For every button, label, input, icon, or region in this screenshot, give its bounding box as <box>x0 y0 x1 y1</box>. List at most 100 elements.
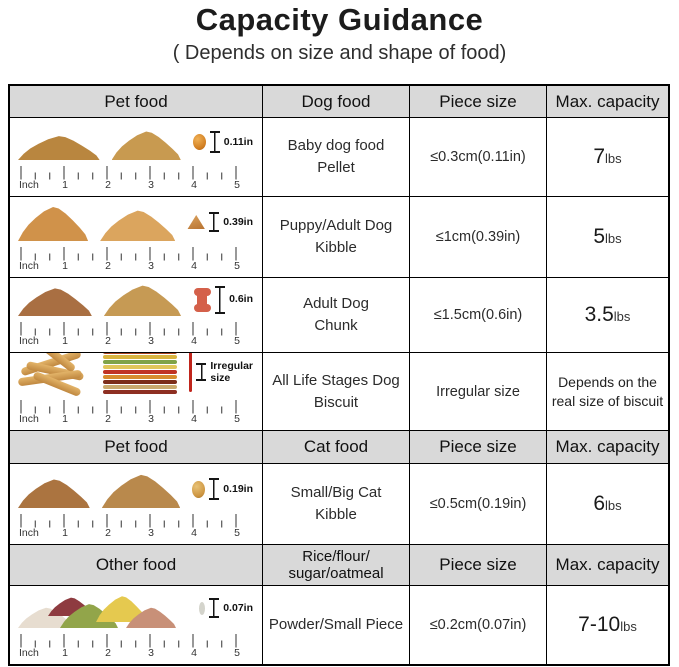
ruler-unit-label: Inch <box>19 260 39 272</box>
inch-ruler: Inch 1 2 3 4 5 <box>16 632 246 662</box>
size-measure-icon <box>209 212 220 232</box>
table-row: 0.6in Inch 1 2 3 4 5 <box>10 277 668 352</box>
header-label: Piece size <box>439 91 517 111</box>
table-header-other-food: Other food Rice/flour/ sugar/oatmeal Pie… <box>10 544 668 585</box>
ruler-unit-label: Inch <box>19 335 39 347</box>
inch-ruler: Inch 1 2 3 4 5 <box>16 164 246 194</box>
bone-piece-icon <box>193 287 211 312</box>
max-capacity-cell: 7 lbs <box>546 118 668 196</box>
table-row: 0.19in Inch 1 2 3 4 5 <box>10 463 668 544</box>
biscuit-images: Irregular size <box>16 353 257 398</box>
kibble-pile-image <box>18 479 90 508</box>
irregular-stick-icon <box>189 353 193 392</box>
kibble-piles-image: 0.19in <box>16 468 257 512</box>
kibble-piece-icon <box>192 480 206 498</box>
table-header-cat-food: Pet food Cat food Piece size Max. capaci… <box>10 430 668 463</box>
size-measure-icon <box>209 598 220 618</box>
treat-stick-stack-image <box>102 353 178 394</box>
header-piece-size: Piece size <box>409 545 546 585</box>
food-name-cell: Adult Dog Chunk <box>262 278 409 352</box>
page-subtitle: ( Depends on size and shape of food) <box>172 42 507 64</box>
pellet-piece-icon <box>192 134 206 150</box>
header-max-capacity: Max. capacity <box>546 545 668 585</box>
kibble-pile-image <box>18 136 100 160</box>
kibble-piles-image: 0.39in <box>16 201 257 245</box>
ruler-ticks-icon <box>20 322 237 336</box>
size-measure-icon <box>196 363 207 381</box>
table-header-dog-food: Pet food Dog food Piece size Max. capaci… <box>10 86 668 117</box>
header-piece-size: Piece size <box>409 431 546 463</box>
table-row: Irregular size Inch 1 2 3 4 5 <box>10 352 668 430</box>
header-label: Max. capacity <box>555 91 660 111</box>
ruler-ticks-icon <box>20 400 237 414</box>
food-name-cell: Baby dog food Pellet <box>262 118 409 196</box>
max-capacity-cell: 5 lbs <box>546 197 668 277</box>
size-measure-label: 0.6in <box>229 293 253 306</box>
size-measure-icon <box>209 131 220 153</box>
food-image-cell: 0.07in Inch 1 2 3 4 5 <box>10 586 262 664</box>
header-label: Dog food <box>301 91 371 111</box>
piece-size-cell: Irregular size <box>409 353 546 430</box>
ruler-ticks-icon <box>20 514 237 528</box>
sample-piece-group: 0.39in <box>187 212 253 232</box>
piece-size-cell: ≤1.5cm(0.6in) <box>409 278 546 352</box>
ruler-unit-label: Inch <box>19 413 39 425</box>
piece-size-cell: ≤0.5cm(0.19in) <box>409 464 546 544</box>
size-measure-label: 0.11in <box>223 135 253 148</box>
ruler-unit-label: Inch <box>19 179 39 191</box>
size-measure-label: 0.07in <box>223 601 253 614</box>
header-piece-size: Piece size <box>409 86 546 117</box>
header-other-food: Other food <box>10 545 262 585</box>
table-row: 0.39in Inch 1 2 3 4 5 <box>10 196 668 277</box>
piece-size-cell: ≤0.2cm(0.07in) <box>409 586 546 664</box>
chunk-pile-image <box>103 285 182 316</box>
kibble-pile-image <box>101 474 181 508</box>
ruler-unit-label: Inch <box>19 527 39 539</box>
header-label: Pet food <box>104 91 168 111</box>
food-image-cell: Irregular size Inch 1 2 3 4 5 <box>10 353 262 430</box>
grain-cluster-image <box>18 588 178 628</box>
kibble-pile-image <box>18 206 89 241</box>
kibble-pile-image <box>111 131 181 160</box>
table-row: 0.07in Inch 1 2 3 4 5 <box>10 585 668 664</box>
header-rice-flour: Rice/flour/ sugar/oatmeal <box>262 545 409 585</box>
food-image-cell: 0.39in Inch 1 2 3 4 5 <box>10 197 262 277</box>
food-name-cell: All Life Stages Dog Biscuit <box>262 353 409 430</box>
max-capacity-cell: Depends on the real size of biscuit <box>546 353 668 430</box>
inch-ruler: Inch 1 2 3 4 5 <box>16 512 246 542</box>
inch-ruler: Inch 1 2 3 4 5 <box>16 245 246 275</box>
kibble-pile-image <box>18 288 92 316</box>
header-max-capacity: Max. capacity <box>546 431 668 463</box>
kibble-piece-icon <box>187 214 205 230</box>
biscuit-sticks-image <box>17 353 91 398</box>
sample-piece-group: 0.6in <box>193 285 253 314</box>
header-pet-food: Pet food <box>10 431 262 463</box>
food-image-cell: 0.6in Inch 1 2 3 4 5 <box>10 278 262 352</box>
size-measure-label: 0.19in <box>223 482 253 495</box>
inch-ruler: Inch 1 2 3 4 5 <box>16 320 246 350</box>
kibble-pile-image <box>100 210 176 241</box>
max-capacity-cell: 7-10 lbs <box>546 586 668 664</box>
food-name-cell: Powder/Small Piece <box>262 586 409 664</box>
grain-piles-image: 0.07in <box>16 586 257 632</box>
food-image-cell: 0.11in Inch 1 2 3 4 5 <box>10 118 262 196</box>
ruler-unit-label: Inch <box>19 647 39 659</box>
sample-piece-group: 0.07in <box>199 598 253 618</box>
grain-piece-icon <box>199 601 206 615</box>
piece-size-cell: ≤0.3cm(0.11in) <box>409 118 546 196</box>
table-row: 0.11in Inch 1 2 3 4 5 <box>10 117 668 196</box>
size-measure-icon <box>209 478 220 500</box>
inch-ruler: Inch 1 2 3 4 5 <box>16 398 246 428</box>
sample-piece-group: Irregular size <box>189 353 253 392</box>
sample-piece-group: 0.11in <box>192 131 253 153</box>
food-name-cell: Puppy/Adult Dog Kibble <box>262 197 409 277</box>
header-cat-food: Cat food <box>262 431 409 463</box>
piece-size-cell: ≤1cm(0.39in) <box>409 197 546 277</box>
max-capacity-cell: 3.5 lbs <box>546 278 668 352</box>
food-name-cell: Small/Big Cat Kibble <box>262 464 409 544</box>
size-measure-label: 0.39in <box>223 215 253 228</box>
kibble-piles-image: 0.11in <box>16 122 257 164</box>
sample-piece-group: 0.19in <box>192 478 253 500</box>
ruler-ticks-icon <box>20 247 237 261</box>
